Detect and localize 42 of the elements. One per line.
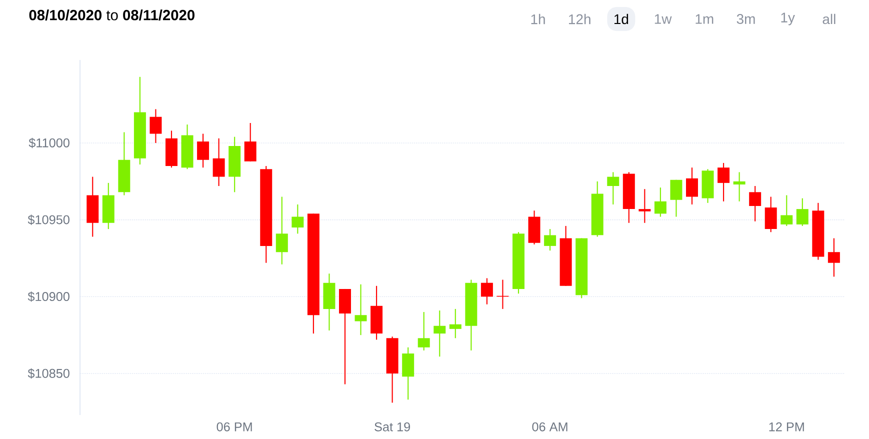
candlestick: [418, 311, 430, 351]
text: 3m: [736, 14, 755, 24]
candlestick: [796, 198, 808, 226]
x-tick-label: Sat 19: [374, 422, 410, 432]
candlestick: [764, 196, 777, 233]
candlestick: [749, 185, 762, 222]
candlestick: [607, 172, 620, 205]
text: all: [822, 14, 836, 24]
candlestick: [670, 179, 682, 218]
chart-title: 08/10/2020 to 08/11/2020: [29, 10, 194, 20]
candlestick: [197, 133, 210, 168]
x-tick-label: 06 AM: [532, 422, 568, 432]
candlestick: [733, 172, 746, 202]
candlestick: [480, 278, 493, 305]
candlestick: [718, 162, 730, 202]
y-tick-label: $10850: [28, 368, 70, 379]
text: 1h: [531, 14, 545, 24]
candlestick: [402, 346, 414, 400]
candlestick: [828, 238, 840, 278]
text: 1m: [696, 14, 714, 24]
x-tick-label: 12 PM: [769, 422, 804, 432]
candlestick: [434, 310, 446, 358]
candlestick: [292, 204, 304, 234]
candlestick: [244, 122, 256, 162]
y-tick-label: $11000: [28, 138, 70, 148]
text: 12h: [568, 14, 590, 24]
candlestick: [780, 194, 793, 226]
candlestick: [686, 167, 698, 205]
text: 1y: [781, 12, 795, 26]
candlestick: [212, 138, 225, 187]
candlestick: [544, 228, 556, 252]
candlestick: [654, 187, 666, 218]
candlestick: [354, 284, 367, 336]
text: 1d: [614, 14, 628, 24]
candlestick: [276, 196, 288, 265]
y-tick-label: $10900: [28, 292, 70, 302]
text: 1w: [654, 14, 672, 24]
candlestick: [638, 188, 651, 224]
y-tick-label: $10950: [28, 214, 70, 225]
candlestick: [449, 308, 462, 339]
x-tick-label: 06 PM: [216, 422, 252, 432]
candlestick: [150, 108, 162, 144]
